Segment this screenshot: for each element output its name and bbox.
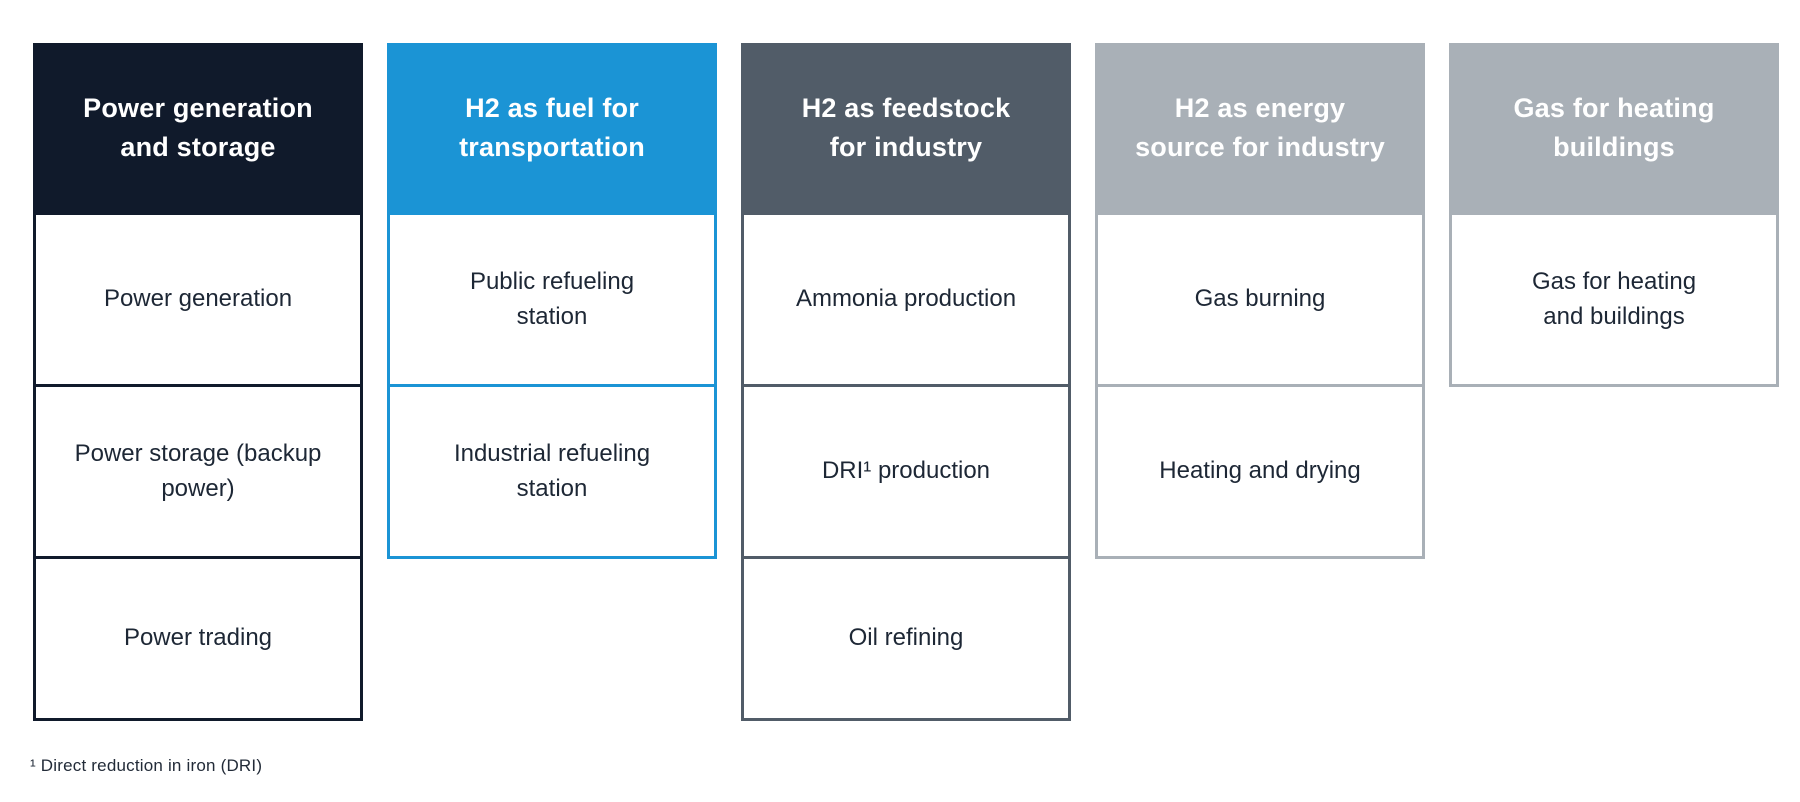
column-header-h2-as-energy-source-for-industry: H2 as energy source for industry <box>1095 43 1425 212</box>
cell-industrial-refueling-station: Industrial refueling station <box>387 384 717 559</box>
cell-label: Public refueling station <box>470 265 634 335</box>
header-line: H2 as fuel for <box>465 93 639 124</box>
column-header-power-generation-and-storage: Power generation and storage <box>33 43 363 212</box>
cell-public-refueling-station: Public refueling station <box>387 212 717 387</box>
cell-oil-refining: Oil refining <box>741 556 1071 721</box>
cell-label-line: and buildings <box>1543 302 1685 330</box>
cell-label-line: Oil refining <box>848 624 964 652</box>
header-line: source for industry <box>1135 131 1385 162</box>
cell-power-generation: Power generation <box>33 212 363 387</box>
cell-label: Power generation <box>104 282 292 317</box>
cell-label-line: Heating and drying <box>1159 457 1361 485</box>
cell-label: Industrial refueling station <box>454 437 650 507</box>
cell-label: Power storage (backup power) <box>75 437 322 507</box>
cell-label: Heating and drying <box>1159 454 1360 489</box>
column-header-gas-for-heating-buildings: Gas for heating buildings <box>1449 43 1779 212</box>
cell-label-line: Gas for heating <box>1531 267 1697 295</box>
footnote: ¹ Direct reduction in iron (DRI) <box>30 756 263 775</box>
header-line: Gas for heating <box>1513 93 1715 124</box>
cell-label-line: power) <box>161 474 235 502</box>
cell-power-trading: Power trading <box>33 556 363 721</box>
cell-gas-burning: Gas burning <box>1095 212 1425 387</box>
cell-heating-and-drying: Heating and drying <box>1095 384 1425 559</box>
header-line: Power generation <box>83 93 313 124</box>
header-line: H2 as energy <box>1174 93 1346 124</box>
cell-label-line: Ammonia production <box>795 285 1017 313</box>
cell-label-line: Power storage (backup <box>74 439 322 467</box>
cell-ammonia-production: Ammonia production <box>741 212 1071 387</box>
cell-label-line: DRI¹ production <box>821 457 991 485</box>
cell-label-line: Industrial refueling <box>453 439 651 467</box>
header-line: and storage <box>120 131 276 162</box>
column-h2-as-fuel-for-transportation: H2 as fuel for transportation Public refue… <box>387 43 717 721</box>
header-line: H2 as feedstock <box>801 93 1011 124</box>
cell-gas-for-heating-and-buildings: Gas for heating and buildings <box>1449 212 1779 387</box>
cell-label: DRI¹ production <box>822 454 990 489</box>
cell-label: Power trading <box>124 621 272 656</box>
cell-label: Gas for heating and buildings <box>1532 265 1696 335</box>
cell-label-line: Power trading <box>123 624 273 652</box>
column-h2-as-feedstock-for-industry: H2 as feedstock for industry Ammonia produ… <box>741 43 1071 721</box>
column-gas-for-heating-buildings: Gas for heating buildings Gas for heating a… <box>1449 43 1779 721</box>
column-header-h2-as-fuel-for-transportation: H2 as fuel for transportation <box>387 43 717 212</box>
column-header-h2-as-feedstock-for-industry: H2 as feedstock for industry <box>741 43 1071 212</box>
cell-label-line: station <box>516 474 588 502</box>
header-line: for industry <box>829 131 983 162</box>
cell-label: Gas burning <box>1195 282 1326 317</box>
header-line: transportation <box>459 131 645 162</box>
column-power-generation-and-storage: Power generation and storage Power generat… <box>33 43 363 721</box>
cell-label-line: Gas burning <box>1194 285 1326 313</box>
cell-label-line: Power generation <box>103 285 293 313</box>
header-line: buildings <box>1553 131 1675 162</box>
cell-dri-production: DRI¹ production <box>741 384 1071 559</box>
cell-label-line: Public refueling <box>469 267 635 295</box>
process-columns: Power generation and storage Power generat… <box>33 43 1779 721</box>
column-h2-as-energy-source-for-industry: H2 as energy source for industry Gas burni… <box>1095 43 1425 721</box>
cell-label-line: station <box>516 302 588 330</box>
cell-label: Ammonia production <box>796 282 1016 317</box>
cell-label: Oil refining <box>849 621 964 656</box>
cell-power-storage-backup-power: Power storage (backup power) <box>33 384 363 559</box>
